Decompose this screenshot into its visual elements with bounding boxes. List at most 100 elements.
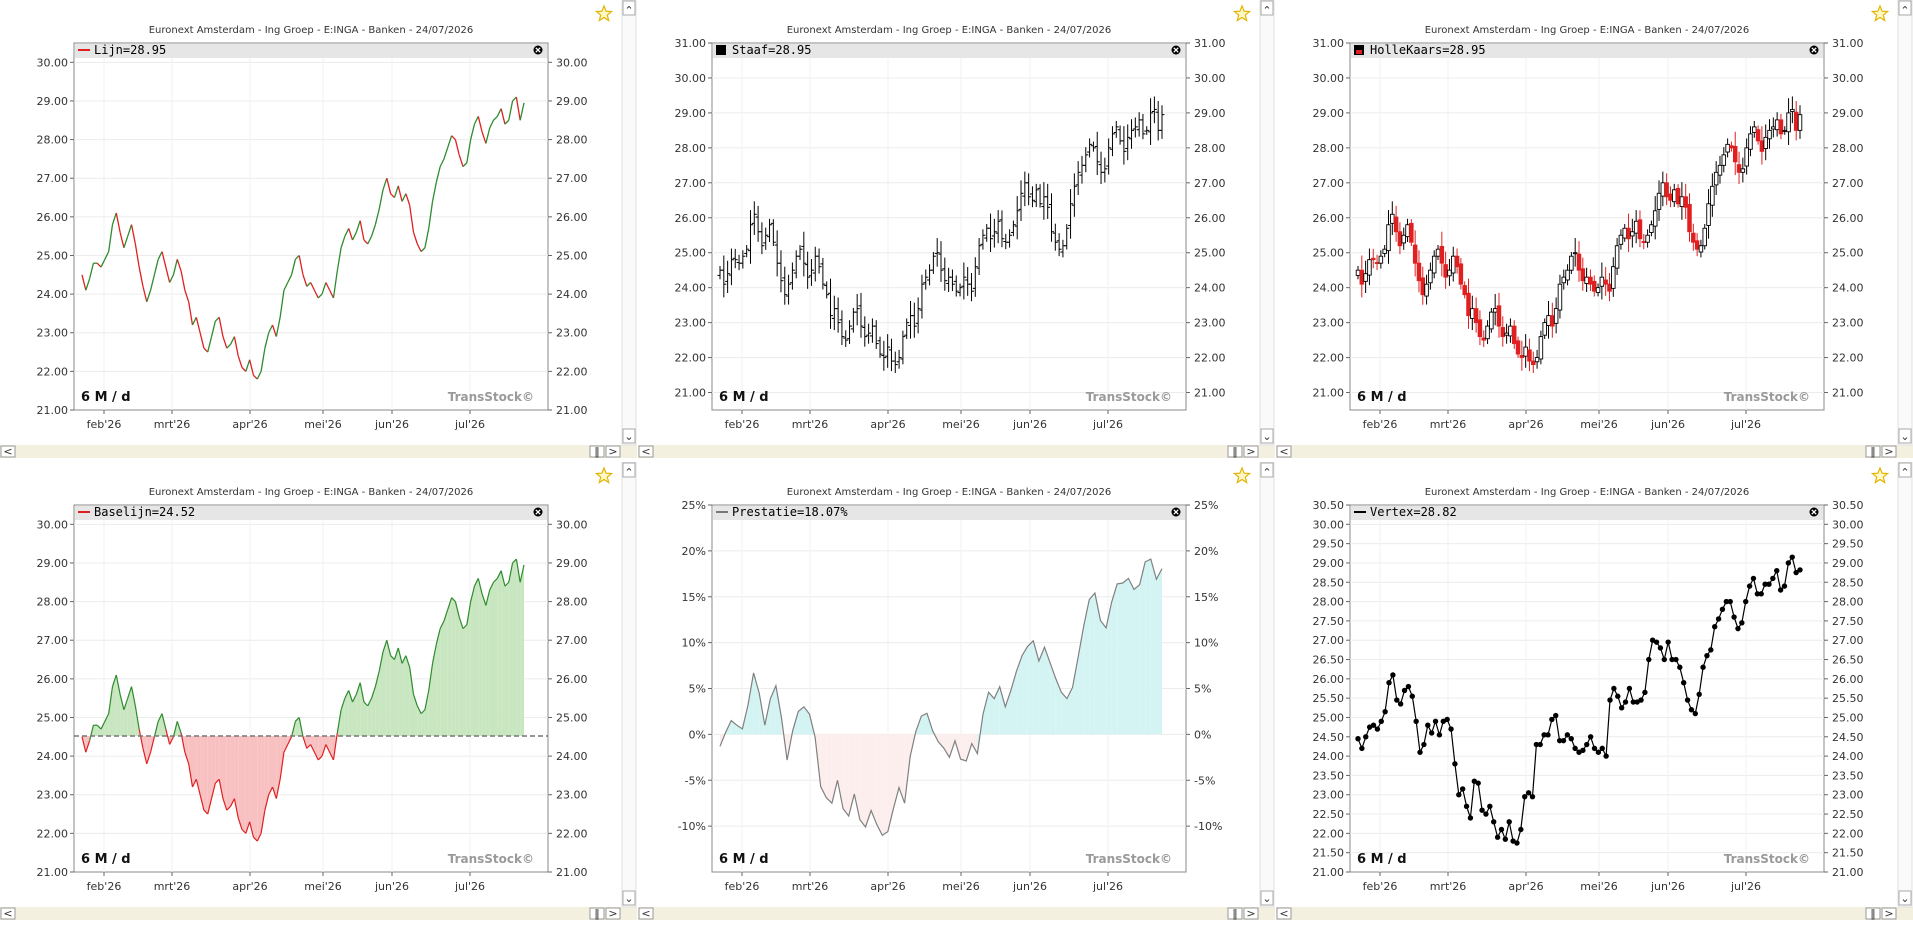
vertex-point: [1677, 664, 1683, 670]
line-segment: [138, 266, 144, 287]
performance-area: [1072, 657, 1079, 735]
y-tick-label-left: 22.50: [1313, 808, 1345, 821]
line-segment: [226, 343, 232, 349]
baseline-area: [211, 736, 216, 799]
performance-area: [1022, 646, 1028, 735]
line-segment: [298, 255, 304, 275]
line-segment: [431, 181, 437, 202]
pause-button: [1865, 907, 1881, 920]
x-tick-label: feb'26: [725, 418, 760, 431]
chart-panel-candlestick[interactable]: Euronext Amsterdam - Ing Groep - E:INGA …: [1276, 0, 1913, 462]
performance-area: [994, 686, 1000, 735]
candle-body: [1393, 216, 1399, 233]
favorite-star-icon: [1232, 4, 1252, 22]
brand-watermark: TransStock©: [448, 390, 534, 404]
legend-close-icon-x: [1173, 47, 1179, 53]
performance-area: [1083, 599, 1090, 735]
baseline-line: [317, 755, 323, 761]
y-tick-label-right: 25.00: [556, 249, 588, 262]
baseline-area: [367, 698, 372, 737]
performance-area: [1111, 583, 1118, 735]
baseline-line: [351, 694, 357, 703]
y-tick-label-right: 21.00: [1832, 866, 1864, 879]
candle-body: [1687, 204, 1692, 233]
pause-icon: ‖: [594, 445, 600, 458]
vertical-scrollbar: [621, 462, 637, 908]
line-segment: [81, 274, 87, 291]
baseline-line: [473, 578, 479, 587]
candle-body: [1492, 308, 1498, 313]
vertex-point: [1405, 683, 1412, 690]
baseline-line: [130, 686, 136, 707]
pause-button: [1227, 445, 1243, 458]
line-segment: [321, 282, 327, 295]
brand-watermark: TransStock©: [1086, 390, 1172, 404]
baseline-line: [275, 779, 281, 799]
candle-body: [1633, 220, 1639, 234]
y-tick-label-left: 21.00: [675, 387, 707, 400]
y-tick-label-left: 23.00: [1313, 789, 1345, 802]
y-tick-label-left: 29.00: [1313, 107, 1345, 120]
y-tick-label-right: 30.00: [1832, 518, 1864, 531]
vertical-scrollbar: [1259, 462, 1275, 908]
pause-icon: ‖: [1232, 445, 1238, 458]
chart-panel-vertex[interactable]: Euronext Amsterdam - Ing Groep - E:INGA …: [1276, 462, 1913, 924]
y-tick-label-right: 23.00: [1832, 317, 1864, 330]
y-tick-label-right: 26.00: [1832, 673, 1864, 686]
candle-body: [1759, 140, 1765, 152]
vertex-point: [1622, 699, 1629, 705]
legend-label: Staaf=28.95: [732, 43, 811, 57]
y-tick-label-right: 0%: [1194, 728, 1211, 741]
baseline-line: [500, 570, 506, 587]
baseline-area: [268, 736, 273, 795]
vertex-point: [1754, 591, 1761, 597]
y-tick-label-right: 26.00: [556, 673, 588, 686]
chart-title: Euronext Amsterdam - Ing Groep - E:INGA …: [1425, 487, 1750, 498]
line-segment: [397, 185, 403, 202]
candle-body: [1736, 164, 1742, 173]
baseline-line: [462, 624, 468, 630]
baseline-area: [405, 655, 410, 737]
baseline-line: [96, 724, 102, 730]
vertex-point: [1611, 685, 1617, 692]
line-segment: [287, 274, 293, 283]
baseline-area: [318, 736, 323, 760]
vertex-point: [1793, 569, 1799, 576]
baseline-line: [157, 713, 163, 722]
chart-panel-performance[interactable]: Euronext Amsterdam - Ing Groep - E:INGA …: [638, 462, 1275, 924]
line-segment: [336, 247, 342, 272]
chart-panel-baseline[interactable]: Euronext Amsterdam - Ing Groep - E:INGA …: [0, 462, 637, 924]
scroll-right-button: [1243, 907, 1259, 920]
line-segment: [115, 212, 121, 233]
candle-body: [1683, 196, 1688, 208]
y-tick-label-left: 26.00: [1313, 212, 1345, 225]
vertex-point: [1692, 710, 1699, 717]
pause-button: [1865, 445, 1881, 458]
candle-body: [1588, 276, 1593, 285]
baseline-area: [238, 736, 243, 830]
chart-panel-line[interactable]: Euronext Amsterdam - Ing Groep - E:INGA …: [0, 0, 637, 462]
y-tick-label-left: 25.50: [1313, 692, 1345, 705]
candle-body: [1496, 305, 1502, 327]
y-tick-label-left: 30.00: [675, 72, 707, 85]
chart-panel-bar[interactable]: Euronext Amsterdam - Ing Groep - E:INGA …: [638, 0, 1275, 462]
baseline-area: [459, 617, 464, 737]
baseline-area: [478, 578, 483, 737]
vertex-point: [1491, 819, 1497, 825]
y-tick-label-left: 23.00: [1313, 317, 1345, 330]
vertex-point: [1700, 664, 1706, 670]
x-tick-label: jun'26: [1650, 880, 1685, 893]
baseline-area: [383, 640, 387, 737]
y-tick-label-left: 15%: [682, 591, 706, 604]
baseline-line: [374, 670, 380, 687]
baseline-area: [417, 705, 422, 737]
baseline-line: [134, 705, 140, 730]
baseline-area: [253, 736, 258, 842]
baseline-line: [344, 690, 350, 699]
legend-close-icon-x: [1811, 47, 1817, 53]
baseline-area: [104, 713, 109, 737]
performance-area: [882, 734, 888, 836]
vertex-point: [1715, 616, 1722, 622]
line-segment: [313, 289, 319, 299]
vertex-point: [1483, 811, 1489, 817]
